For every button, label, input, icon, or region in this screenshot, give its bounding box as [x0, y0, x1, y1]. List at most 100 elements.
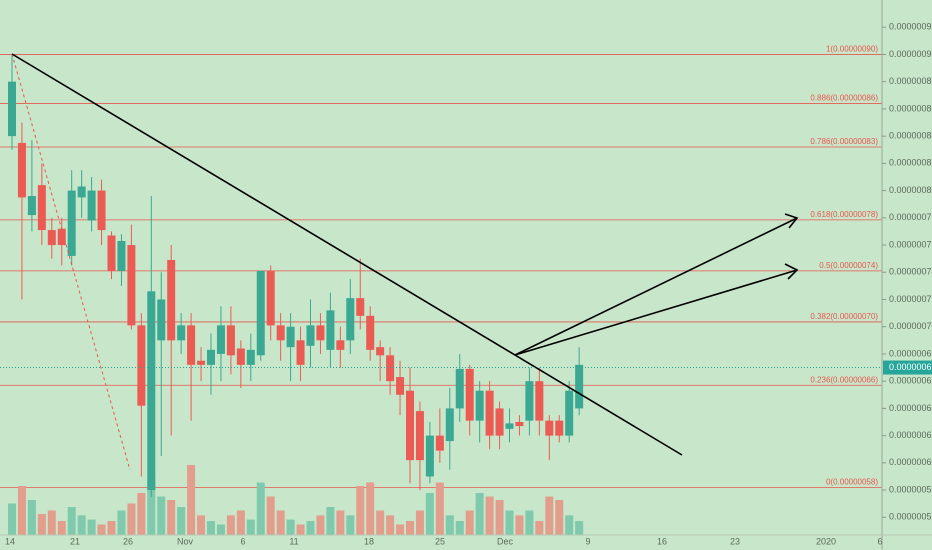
volume [8, 465, 584, 535]
fib-label: 0(0.00000058) [826, 477, 878, 486]
x-tick-label: 9 [585, 536, 590, 546]
candle-body [306, 325, 315, 346]
axes: 0.00000056 0.00000058 0.00000060 0.00000062… [0, 22, 932, 546]
volume-bar [296, 524, 305, 535]
candle-body [535, 381, 544, 421]
candle-body [545, 420, 554, 436]
fib-label: 0.236(0.00000066) [810, 375, 878, 384]
volume-bar [445, 515, 454, 535]
x-tick-label: 23 [730, 536, 740, 546]
y-tick-label: 0.00000064 [889, 403, 932, 413]
volume-bar [525, 510, 534, 535]
x-tick-label: 11 [289, 536, 298, 546]
x-tick-label: 18 [364, 536, 374, 546]
candle-body [216, 325, 225, 354]
volume-bar [77, 515, 86, 535]
candle-body [356, 298, 365, 316]
candle-body [266, 270, 275, 326]
candle-body [406, 390, 414, 461]
fib-label: 0.786(0.00000083) [810, 137, 878, 146]
x-tick-label: Nov [177, 536, 194, 546]
candle-body [8, 81, 16, 137]
y-tick-label: 0.00000090 [889, 49, 932, 59]
candle-body [67, 190, 76, 256]
candle-body [376, 347, 385, 356]
volume-bar [87, 519, 96, 535]
candle-body [226, 325, 235, 356]
candle-body [525, 381, 534, 421]
volume-bar [425, 493, 434, 535]
candle-body [346, 298, 355, 341]
candle-body [207, 349, 215, 365]
candle-body [336, 340, 345, 350]
volume-bar [286, 519, 295, 535]
volume-bar [207, 521, 215, 535]
x-tick-label: Dec [497, 536, 514, 546]
arrow [514, 269, 798, 356]
candle-body [505, 423, 514, 429]
trend-line [11, 53, 683, 456]
volume-bar [57, 521, 66, 535]
y-tick-label: 0.00000070 [889, 321, 932, 331]
y-tick-label: 0.00000056 [889, 512, 932, 522]
candle-body [167, 260, 176, 341]
volume-bar [147, 479, 156, 535]
x-tick-label: 21 [70, 536, 80, 546]
x-tick-label: 2020 [816, 536, 836, 546]
y-tick-label: 0.00000084 [889, 131, 932, 141]
volume-bar [266, 496, 275, 535]
y-tick-label: 0.00000086 [889, 103, 932, 113]
volume-bar [246, 519, 255, 535]
volume-bar [256, 482, 265, 535]
candle-body [475, 390, 484, 421]
candle-body [187, 325, 196, 365]
candle-body [296, 340, 305, 365]
volume-bar [475, 493, 484, 535]
volume-bar [107, 521, 116, 535]
y-tick-label: 0.00000082 [889, 158, 932, 168]
x-tick-label: 6 [877, 536, 882, 546]
candle-body [57, 228, 66, 246]
volume-bar [505, 510, 514, 535]
volume-bar [276, 510, 285, 535]
projection-arrows [514, 213, 799, 356]
volume-bar [177, 507, 186, 535]
volume-bar [137, 493, 146, 535]
y-tick-label: 0.00000080 [889, 185, 932, 195]
volume-bar [17, 486, 26, 535]
volume-bar [316, 515, 325, 535]
volume-bar [27, 500, 36, 535]
volume-bar [545, 496, 554, 535]
volume-bar [67, 507, 76, 535]
candle-body [435, 435, 444, 451]
volume-bar [216, 524, 225, 535]
candle-body [316, 325, 325, 341]
candle-body [137, 325, 146, 406]
candle-body [77, 186, 86, 198]
volume-bar [465, 510, 474, 535]
candle-body [256, 270, 265, 356]
fib-label: 0.618(0.00000078) [810, 210, 878, 219]
y-tick-label: 0.00000076 [889, 239, 932, 249]
volume-bar [485, 496, 494, 535]
candle-body [27, 196, 36, 216]
candle-body [97, 190, 106, 231]
volume-bar [326, 507, 335, 535]
candle-body [565, 390, 574, 436]
last-price-label: 0.00000067 [889, 362, 932, 372]
fib-label: 1(0.00000090) [826, 45, 878, 54]
y-tick-label: 0.00000066 [889, 376, 932, 386]
candle-body [127, 245, 136, 326]
volume-bar [117, 510, 126, 535]
volume-bar [127, 503, 136, 535]
fib-trend [11, 53, 131, 471]
volume-bar [306, 521, 315, 535]
arrow-head [784, 213, 799, 229]
arrow-head [784, 263, 799, 280]
x-tick-label: 25 [435, 536, 445, 546]
candle-body [246, 349, 255, 365]
volume-bar [565, 515, 574, 535]
candle-body [415, 411, 424, 461]
y-tick-label: 0.00000060 [889, 457, 932, 467]
